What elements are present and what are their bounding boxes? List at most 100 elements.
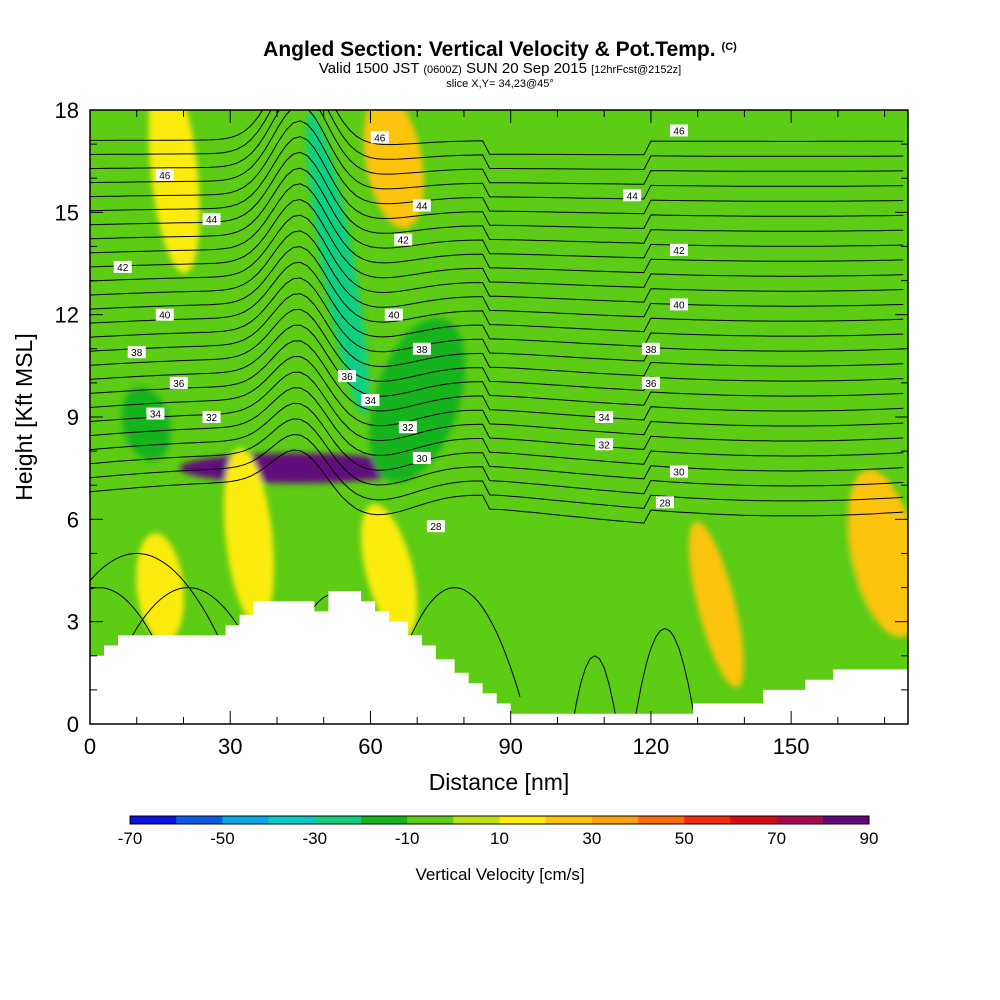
isentrope-label-bg [361,393,380,406]
field-blob [361,504,418,637]
colorbar-label: -70 [118,829,143,848]
isentrope-line [90,198,904,288]
colorbar-swatch [314,816,362,824]
isentrope-label: 28 [655,496,674,509]
isentrope-line [90,308,904,392]
isentrope-line [90,552,231,663]
colorbar-swatch [453,816,500,824]
isentrope-line [90,402,904,480]
subtitle-utc: (0600Z) [423,64,462,76]
isentrope-line [90,261,904,347]
isentrope-line [90,293,904,377]
isentrope-label-bg [641,342,660,355]
isentrope-label-text: 40 [159,311,171,322]
isentrope-line [90,340,904,421]
colorbar-label: -10 [395,829,420,848]
isentrope-line [633,627,696,724]
isentrope-label-text: 30 [416,454,428,465]
isentrope-label-bg [394,233,413,246]
isentrope-label: 46 [370,131,389,144]
colorbar-swatch [545,816,593,824]
isentrope-label-bg [426,520,445,533]
y-tick-label: 12 [55,303,79,328]
isentrope-label-text: 44 [627,191,639,202]
isentrope-line [90,151,904,244]
isentrope-label-bg [623,189,642,202]
isentrope-label: 38 [127,346,146,359]
terrain [90,591,908,724]
colorbar-swatch [684,816,731,824]
colorbar-swatch [176,816,223,824]
isentrope-label: 42 [394,233,413,247]
colorbar-swatch [268,816,316,824]
isentrope-label-text: 34 [150,410,162,421]
isentrope-label: 40 [669,298,688,311]
isentrope-label-text: 36 [173,379,185,390]
isentrope-line [90,355,904,436]
x-axis-title: Distance [nm] [429,769,570,795]
x-tick-label: 30 [218,734,242,759]
isentrope-label-bg [384,308,403,321]
isentrope-line [90,277,904,362]
isentrope-line [90,230,904,318]
isentrope-label-bg [338,370,357,383]
isentrope-label-text: 46 [673,126,685,137]
colorbar-label: 50 [675,829,694,848]
y-tick-label: 9 [67,405,79,430]
isentrope-line [90,183,904,274]
isentrope-label-text: 40 [673,300,685,311]
x-tick-label: 0 [84,734,96,759]
isentrope-label: 34 [361,393,380,407]
slice-info: slice X,Y= 34,23@45° [446,78,554,90]
isentrope-label-bg [202,213,221,226]
isentrope-label-bg [669,298,688,311]
colorbar-label: 30 [582,829,601,848]
chart-title: Angled Section: Vertical Velocity & Pot.… [0,36,1000,61]
isentrope-label-text: 42 [117,263,129,274]
isentrope-label-bg [370,131,389,144]
colorbar-label: 70 [767,829,786,848]
isentrope-label-bg [412,199,431,212]
colorbar-swatch [638,816,685,824]
isentrope-label-bg [595,438,614,451]
isentrope-line [90,324,904,406]
isentrope-label-text: 46 [374,133,386,144]
isentrope-label: 32 [202,411,221,424]
isentrope-label-text: 30 [673,468,685,479]
isentrope-labels: 28 28 30 30 32 32 32 34 34 34 36 36 36 38 38 38 40 40 40 42… [113,124,688,533]
field-blob [848,469,908,638]
isentrope-label-bg [398,421,417,434]
isentrope-label-text: 38 [645,345,657,356]
y-tick-label: 3 [67,610,79,635]
x-tick-label: 120 [633,734,670,759]
isentrope-label-bg [669,124,688,137]
isentrope-label-text: 32 [206,413,218,424]
isentrope-label-bg [641,376,660,389]
colorbar-swatch [591,816,639,824]
isentrope-line [572,655,618,724]
isentrope-label-bg [595,411,614,423]
isentrope-label-text: 34 [365,396,377,407]
isentrope-label-text: 42 [673,246,685,257]
y-tick-label: 15 [55,200,79,225]
isentrope-label-text: 34 [599,413,611,424]
isentrope-label-text: 40 [388,311,400,322]
y-tick-label: 18 [55,98,79,123]
isentrope-label: 42 [669,243,688,257]
colorbar-label: 10 [490,829,509,848]
isentrope-label: 32 [595,438,614,451]
isentrope-label-bg [155,168,174,181]
isentrope-line [90,371,904,450]
isentrope-label: 34 [146,407,165,421]
isentrope-line [90,449,904,524]
field-blob [688,521,744,688]
y-tick-labels: 0 3 6 9 12 15 18 [55,98,79,737]
isentrope-label: 32 [398,421,417,434]
isentrope-label: 44 [623,189,642,202]
colorbar-label: -50 [210,829,235,848]
y-tick-label: 6 [67,507,79,532]
field-blob [804,473,871,634]
field-blob [121,386,171,461]
isentrope-label-text: 28 [430,522,442,533]
